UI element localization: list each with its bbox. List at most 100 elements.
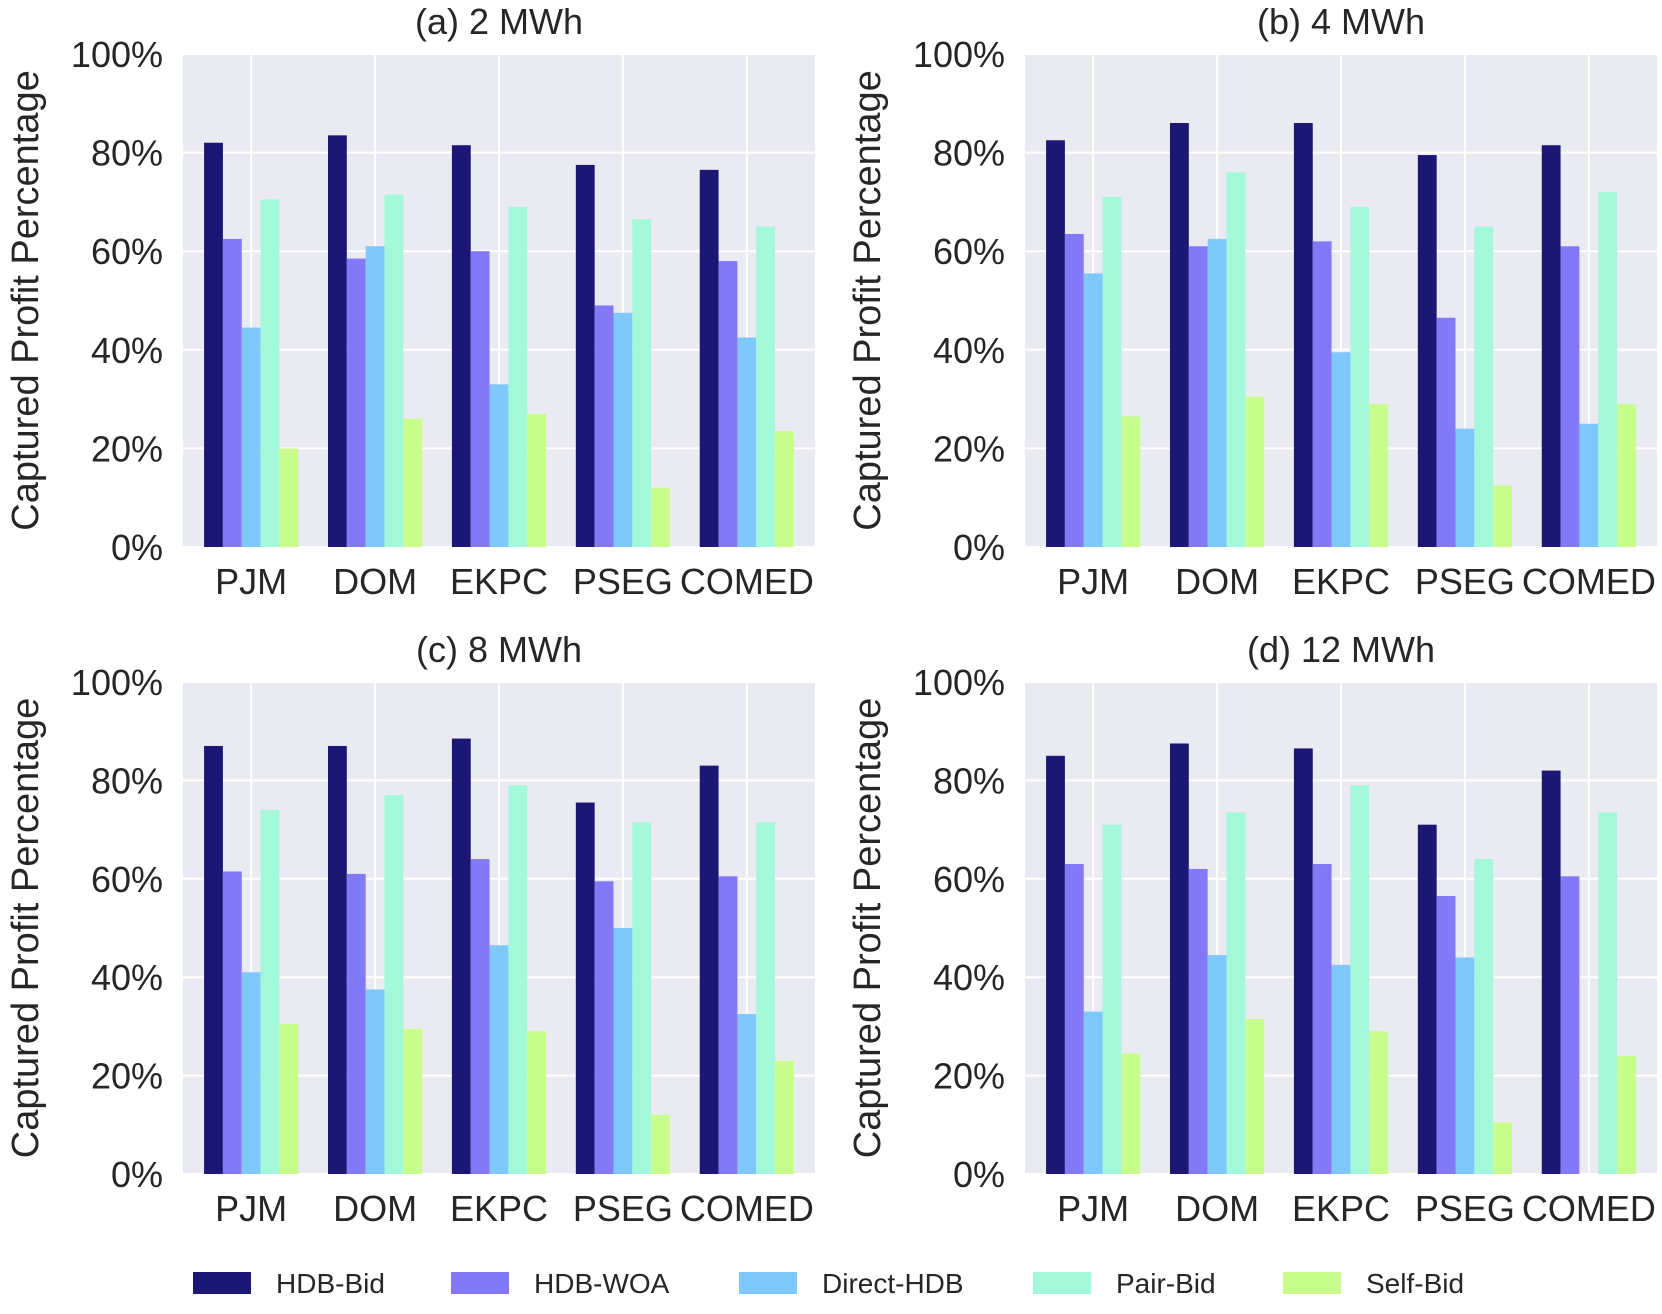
bar-pair-bid-comed [1598, 192, 1618, 548]
x-tick-label: EKPC [1292, 1188, 1390, 1229]
legend-item-hdb-woa: HDB-WOA [451, 1268, 670, 1299]
bar-hdb-bid-pjm [1046, 140, 1065, 547]
y-tick-label: 20% [91, 1056, 163, 1097]
bar-hdb-bid-pjm [204, 745, 223, 1174]
x-tick-label: COMED [680, 1188, 814, 1229]
legend-label: Direct-HDB [822, 1268, 964, 1299]
bar-direct-hdb-comed [1579, 423, 1599, 547]
chart-panel-4: 0% 20% 40% 60% 80% 100% PJM DOM EKPC PSEG COMED (d)… [847, 629, 1657, 1229]
y-tick-label: 100% [913, 34, 1005, 75]
x-tick-label: COMED [1522, 561, 1656, 602]
x-tick-label: PJM [1057, 1188, 1129, 1229]
bar-hdb-bid-pseg [575, 164, 595, 548]
legend-item-self-bid: Self-Bid [1283, 1268, 1464, 1299]
y-tick-label: 80% [933, 760, 1005, 801]
bar-hdb-woa-dom [346, 258, 366, 547]
bar-hdb-woa-dom [1188, 246, 1208, 547]
bar-self-bid-comed [775, 431, 794, 547]
y-tick-label: 100% [71, 662, 163, 703]
bar-hdb-bid-pseg [1417, 824, 1437, 1174]
bar-pair-bid-ekpc [1350, 785, 1370, 1174]
chart-panel-3: 0% 20% 40% 60% 80% 100% PJM DOM EKPC PSEG COMED (c)… [5, 629, 815, 1229]
bar-hdb-woa-pseg [594, 881, 614, 1174]
y-tick-label: 40% [91, 957, 163, 998]
x-tick-label: PSEG [1415, 1188, 1515, 1229]
y-tick-label: 40% [91, 330, 163, 371]
legend-swatch [193, 1272, 251, 1294]
x-tick-label: PJM [1057, 561, 1129, 602]
bar-self-bid-ekpc [1369, 404, 1389, 547]
bar-hdb-woa-comed [718, 876, 738, 1174]
bar-self-bid-dom [403, 1028, 423, 1174]
bar-direct-hdb-pjm [241, 972, 261, 1174]
bar-hdb-bid-dom [327, 745, 347, 1174]
bar-hdb-bid-pjm [204, 142, 223, 548]
legend-item-hdb-bid: HDB-Bid [193, 1268, 385, 1299]
legend-label: HDB-Bid [276, 1268, 385, 1299]
y-tick-label: 80% [91, 760, 163, 801]
y-tick-label: 100% [913, 662, 1005, 703]
y-tick-label: 80% [933, 133, 1005, 174]
bar-self-bid-ekpc [527, 1031, 547, 1174]
bar-pair-bid-pjm [260, 199, 280, 547]
y-tick-label: 40% [933, 957, 1005, 998]
bar-hdb-woa-pseg [1436, 317, 1456, 547]
bar-hdb-woa-pjm [1064, 233, 1084, 547]
bar-hdb-woa-ekpc [1312, 241, 1332, 547]
x-tick-label: DOM [1175, 561, 1259, 602]
bar-hdb-bid-pseg [1417, 155, 1437, 547]
bar-self-bid-pjm [279, 448, 299, 547]
chart-title: (d) 12 MWh [1247, 629, 1435, 670]
x-tick-label: EKPC [450, 1188, 548, 1229]
bar-hdb-woa-pjm [222, 871, 242, 1174]
bar-direct-hdb-pjm [1083, 1011, 1103, 1174]
bar-direct-hdb-pseg [613, 928, 633, 1174]
bar-direct-hdb-ekpc [1331, 964, 1351, 1174]
legend-item-pair-bid: Pair-Bid [1033, 1268, 1216, 1299]
y-tick-label: 60% [91, 231, 163, 272]
bar-self-bid-pjm [1121, 1053, 1141, 1174]
y-tick-label: 60% [933, 231, 1005, 272]
y-tick-label: 100% [71, 34, 163, 75]
y-axis-label: Captured Profit Percentage [5, 70, 47, 531]
x-tick-label: EKPC [1292, 561, 1390, 602]
bar-direct-hdb-pjm [1083, 273, 1103, 547]
bar-hdb-woa-pseg [1436, 896, 1456, 1174]
bar-pair-bid-pjm [1102, 824, 1122, 1174]
bar-direct-hdb-comed [737, 1014, 757, 1174]
y-tick-label: 0% [111, 527, 163, 568]
x-tick-label: EKPC [450, 561, 548, 602]
legend-swatch [739, 1272, 797, 1294]
y-tick-label: 0% [111, 1154, 163, 1195]
bar-hdb-bid-pseg [575, 802, 595, 1174]
legend: HDB-Bid HDB-WOA Direct-HDB Pair-Bid Self-Bid [193, 1268, 1464, 1299]
bar-hdb-bid-comed [1541, 770, 1561, 1174]
legend-swatch [451, 1272, 509, 1294]
bar-direct-hdb-pseg [1455, 428, 1475, 547]
bar-hdb-bid-comed [699, 169, 719, 548]
y-tick-label: 20% [933, 428, 1005, 469]
y-axis-label: Captured Profit Percentage [847, 698, 889, 1159]
bar-pair-bid-ekpc [1350, 206, 1370, 547]
legend-label: Self-Bid [1366, 1268, 1464, 1299]
y-axis-label: Captured Profit Percentage [5, 698, 47, 1159]
bar-self-bid-ekpc [1369, 1031, 1389, 1174]
bar-pair-bid-pseg [632, 219, 652, 547]
bar-self-bid-pseg [1493, 1122, 1513, 1174]
bar-hdb-bid-dom [1169, 123, 1189, 548]
bar-direct-hdb-pjm [241, 327, 261, 547]
y-tick-label: 20% [933, 1056, 1005, 1097]
bar-direct-hdb-pseg [613, 312, 633, 547]
bar-pair-bid-pseg [632, 822, 652, 1174]
bar-self-bid-dom [1245, 1019, 1265, 1174]
chart-title: (b) 4 MWh [1257, 1, 1425, 42]
x-tick-label: PSEG [573, 561, 673, 602]
bar-direct-hdb-comed [737, 337, 757, 547]
bar-pair-bid-pjm [260, 809, 280, 1174]
y-tick-label: 0% [953, 1154, 1005, 1195]
bar-pair-bid-ekpc [508, 206, 528, 547]
bar-pair-bid-pseg [1474, 226, 1494, 548]
bar-self-bid-pseg [651, 487, 671, 547]
bar-hdb-woa-ekpc [470, 251, 490, 547]
